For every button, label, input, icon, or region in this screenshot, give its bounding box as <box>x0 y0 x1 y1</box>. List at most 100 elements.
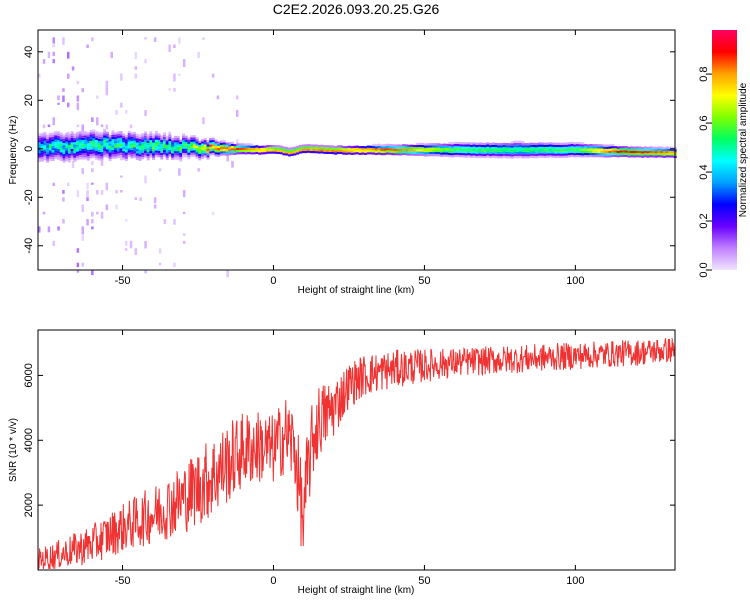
spectrogram-cell-1364 <box>464 148 468 152</box>
spectrogram-cell-348 <box>78 142 82 145</box>
spectrogram-cell-1448 <box>497 149 501 152</box>
spectrogram-cell-1342 <box>456 150 460 153</box>
spectrogram-cell-1273 <box>426 149 430 153</box>
spectrogram-cell-456 <box>100 134 104 137</box>
spectrogram-noise-cell-127 <box>182 240 186 244</box>
spectrogram-cell-740 <box>165 142 169 145</box>
spectrogram-cell-1045 <box>288 149 291 152</box>
spectrogram-cell-216 <box>51 147 55 151</box>
spectrogram-cell-581 <box>130 154 134 157</box>
spectrogram-cell-253 <box>59 152 63 155</box>
spectrogram-cell-488 <box>108 147 112 151</box>
spectrogram-cell-831 <box>190 146 194 149</box>
spectrogram-cell-1460 <box>502 153 506 156</box>
spectrogram-cell-1786 <box>638 153 642 156</box>
spectrogram-cell-932 <box>222 151 226 154</box>
spectrogram-cell-434 <box>97 154 101 157</box>
spectrogram-cell-996 <box>255 149 259 152</box>
spectrogram-cell-483 <box>108 158 112 162</box>
spectrogram-cell-1671 <box>581 146 585 149</box>
spectrogram-noise-cell-82 <box>115 190 118 194</box>
spectrogram-cell-1765 <box>627 155 631 158</box>
spectrogram-cell-459 <box>103 152 107 155</box>
spectrogram-cell-397 <box>89 147 93 150</box>
spectrogram-cell-197 <box>46 134 50 137</box>
spectrogram-cell-1834 <box>662 147 666 150</box>
spectrogram-noise-cell-94 <box>129 240 133 249</box>
spectrogram-cell-1604 <box>557 155 560 158</box>
spectrogram-cell-801 <box>182 144 185 147</box>
spectrogram-cell-564 <box>124 141 128 144</box>
spectrogram-cell-1164 <box>369 150 373 153</box>
spectrogram-cell-349 <box>78 139 82 142</box>
spectrogram-cell-1657 <box>576 146 579 149</box>
spectrogram-cell-1389 <box>475 155 479 159</box>
spectrogram-cell-768 <box>173 148 177 152</box>
spectrogram-cell-1230 <box>404 146 408 149</box>
spectrogram-cell-1700 <box>595 150 598 153</box>
spectrogram-cell-1034 <box>279 145 283 148</box>
spectrogram-cell-1442 <box>494 147 498 150</box>
spectrogram-cell-1355 <box>461 153 465 156</box>
spectrogram-cell-1223 <box>402 150 406 153</box>
snr-y-tick-label: 2000 <box>23 493 35 517</box>
spectrogram-cell-699 <box>154 130 158 134</box>
spectrogram-cell-794 <box>179 141 183 145</box>
spectrogram-cell-904 <box>211 146 215 149</box>
spectrogram-cell-811 <box>184 146 188 149</box>
spectrogram-cell-1457 <box>499 145 503 148</box>
spectrogram-cell-1184 <box>380 148 384 151</box>
spectrogram-cell-575 <box>127 139 131 142</box>
spectrogram-noise-cell-133 <box>197 168 200 172</box>
spectrogram-cell-1060 <box>298 149 302 152</box>
spectrogram-cell-577 <box>127 135 131 138</box>
spectrogram-cell-1645 <box>570 141 574 144</box>
spectrogram-cell-234 <box>54 135 58 138</box>
spectrogram-cell-149 <box>38 153 41 156</box>
spectrogram-cell-967 <box>239 149 243 153</box>
spectrogram-cell-688 <box>154 154 158 158</box>
spectrogram-cell-703 <box>157 148 161 151</box>
spectrogram-cell-283 <box>65 143 69 146</box>
spectrogram-cell-868 <box>201 152 204 155</box>
spectrogram-cell-687 <box>152 133 156 136</box>
spectrogram-noise-cell-107 <box>144 59 147 64</box>
spectrogram-cell-1161 <box>366 147 370 150</box>
spectrogram-cell-919 <box>217 150 221 153</box>
spectrogram-cell-716 <box>160 146 164 149</box>
spectrogram-cell-1011 <box>266 151 270 154</box>
spectrogram-cell-350 <box>78 137 82 140</box>
spectrogram-cell-1163 <box>369 152 373 155</box>
spectrogram-cell-1266 <box>423 152 427 155</box>
spectrogram-cell-1289 <box>434 154 438 157</box>
spectrogram-cell-461 <box>103 148 107 151</box>
spectrogram-noise-cell-56 <box>86 44 89 49</box>
spectrogram-cell-764 <box>173 157 177 160</box>
spectrogram-cell-791 <box>179 148 183 151</box>
spectrogram-cell-771 <box>173 142 177 145</box>
spectrogram-cell-1529 <box>527 151 531 155</box>
spectrogram-cell-1091 <box>320 151 324 154</box>
spectrogram-cell-503 <box>111 139 115 142</box>
spectrogram-cell-708 <box>157 137 161 140</box>
spectrogram-cell-1484 <box>510 147 514 150</box>
spectrogram-cell-1753 <box>619 148 623 151</box>
spectrogram-cell-1489 <box>513 153 517 156</box>
spectrogram-cell-1381 <box>470 142 473 145</box>
spectrogram-cell-530 <box>116 133 120 136</box>
spectrogram-cell-979 <box>244 145 248 148</box>
spectrogram-cell-1145 <box>355 147 359 150</box>
spectrogram-cell-888 <box>206 148 210 151</box>
spectrogram-cell-634 <box>141 144 145 147</box>
snr-series-line <box>37 338 676 570</box>
spectrogram-cell-1392 <box>475 149 479 152</box>
spectrogram-noise-cell-78 <box>105 88 109 96</box>
spectrogram-cell-476 <box>105 144 109 148</box>
spectrogram-cell-416 <box>92 134 96 137</box>
spectrogram-cell-1016 <box>269 149 272 152</box>
spectrogram-cell-1138 <box>350 146 354 149</box>
spectrogram-noise-cell-104 <box>144 240 147 249</box>
spectrogram-cell-1798 <box>643 148 647 151</box>
spectrogram-cell-605 <box>135 155 139 158</box>
